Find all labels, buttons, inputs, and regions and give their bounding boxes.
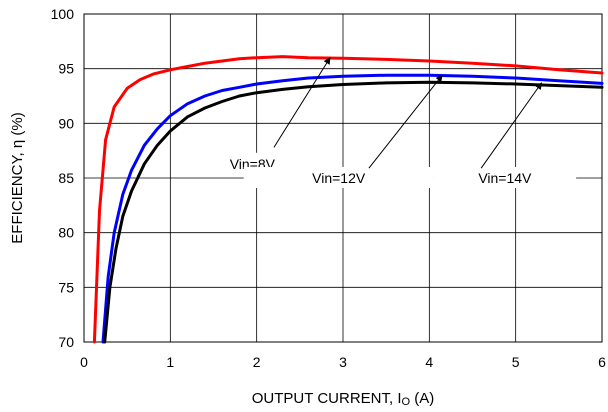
x-tick-label: 0 (80, 354, 88, 370)
annotation-arrow-vin-12v (368, 74, 443, 169)
y-tick-label: 75 (58, 279, 74, 295)
x-tick-label: 5 (512, 354, 520, 370)
y-tick-label: 95 (58, 61, 74, 77)
y-tick-label: 70 (58, 334, 74, 350)
series-group (92, 55, 604, 344)
y-tick-label: 90 (58, 115, 74, 131)
x-tick-label: 6 (598, 354, 606, 370)
x-tick-label: 2 (253, 354, 261, 370)
annotation-vin-12v: Vin=12V (312, 170, 366, 186)
y-axis-label: EFFICIENCY, η (%) (9, 112, 26, 243)
x-axis-label: OUTPUT CURRENT, IO (A) (252, 390, 434, 408)
annotation-arrow-vin-14v (480, 82, 542, 169)
series-line-vin-8v (92, 55, 604, 344)
y-tick-label: 80 (58, 225, 74, 241)
series-line-vin-12v (101, 73, 604, 344)
annotation-arrow-vin-8v (273, 57, 331, 148)
x-tick-label: 1 (166, 354, 174, 370)
plot-area (83, 13, 603, 343)
x-tick-labels: 0 1 2 3 4 5 6 (80, 354, 606, 370)
x-tick-label: 4 (425, 354, 433, 370)
annotation-box-vin-14v (433, 167, 577, 188)
x-tick-label: 3 (339, 354, 347, 370)
y-tick-label: 85 (58, 170, 74, 186)
y-tick-label: 100 (51, 6, 75, 22)
annotation-vin-14v: Vin=14V (478, 170, 532, 186)
series-line-vin-14v (103, 80, 604, 344)
y-tick-labels: 70 75 80 85 90 95 100 (51, 6, 75, 350)
annotation-box-vin-12v (243, 167, 434, 188)
